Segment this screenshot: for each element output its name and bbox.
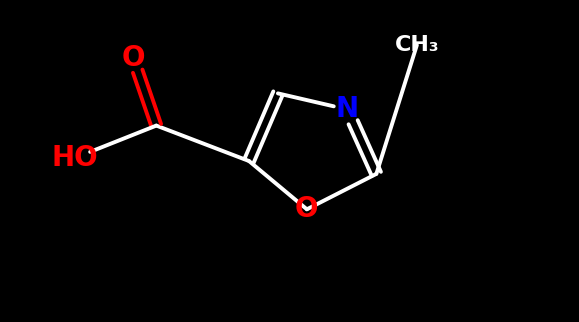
Text: O: O [122, 44, 145, 72]
Text: CH₃: CH₃ [394, 35, 439, 55]
Text: O: O [295, 195, 318, 223]
Text: HO: HO [52, 144, 98, 172]
Text: N: N [336, 96, 359, 123]
